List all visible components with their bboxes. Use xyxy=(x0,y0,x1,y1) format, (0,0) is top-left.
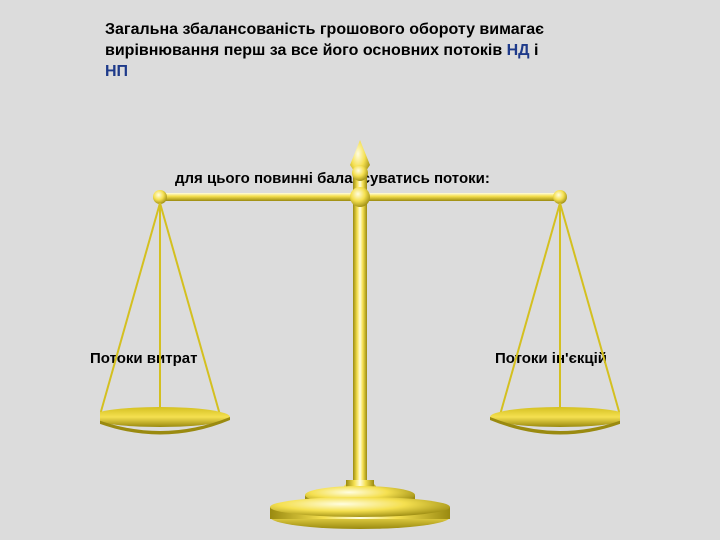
heading-accent1: НД xyxy=(507,42,530,59)
scales-diagram xyxy=(100,135,620,535)
heading: Загальна збалансованість грошового оборо… xyxy=(105,20,645,82)
scales-icon xyxy=(100,135,620,535)
heading-line2-prefix: вирівнювання перш за все його основних п… xyxy=(105,42,507,59)
heading-conj: і xyxy=(530,42,539,59)
heading-line1: Загальна збалансованість грошового оборо… xyxy=(105,21,544,38)
heading-accent2: НП xyxy=(105,63,128,80)
